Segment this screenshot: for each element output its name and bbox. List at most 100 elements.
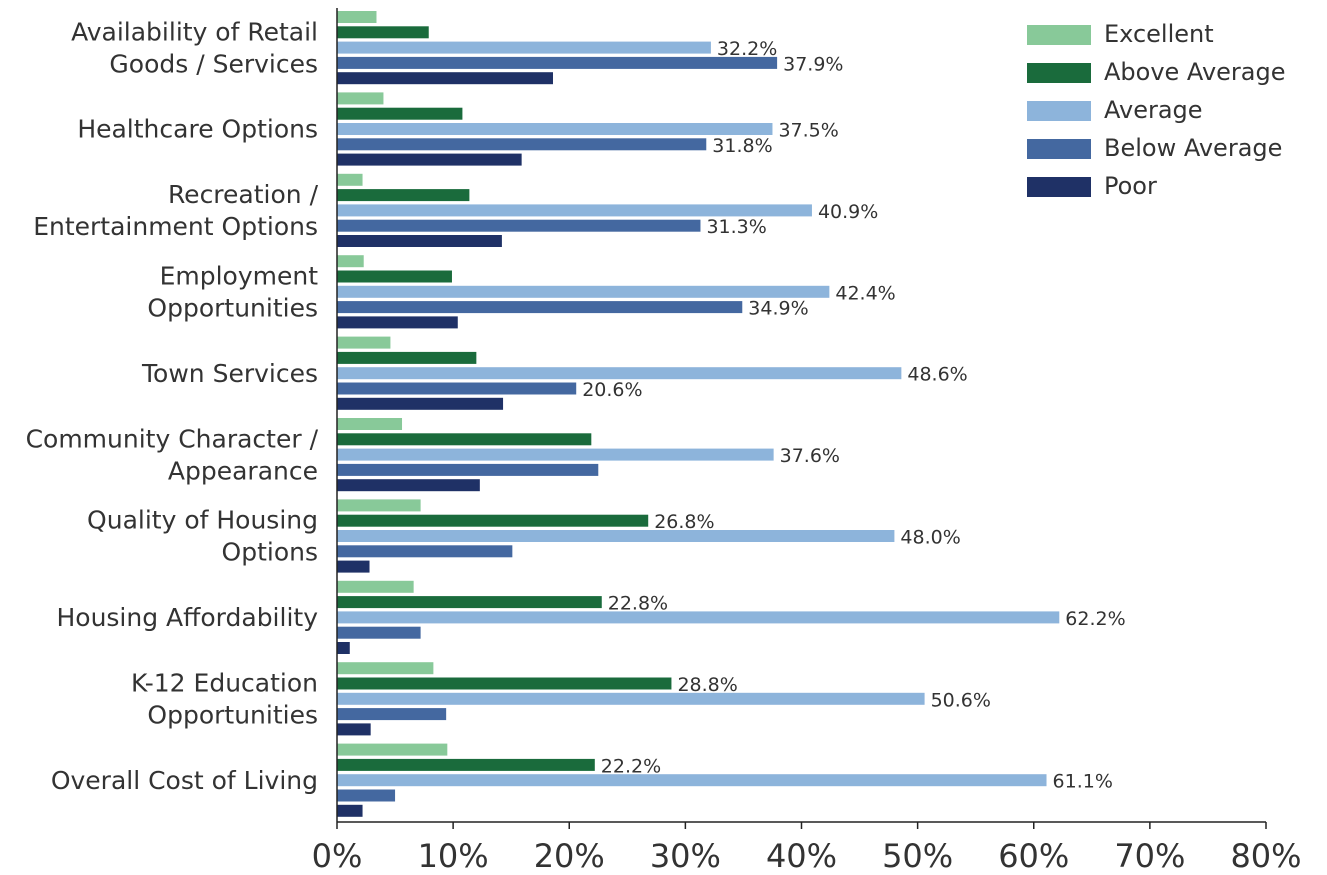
- y-tick-label: Opportunities: [147, 293, 318, 322]
- bar: [337, 626, 421, 639]
- data-label: 61.1%: [1053, 771, 1113, 793]
- data-label: 20.6%: [582, 379, 642, 401]
- x-tick-label: 20%: [534, 837, 605, 875]
- legend-swatch: [1027, 25, 1091, 45]
- y-tick-label: Options: [222, 538, 318, 567]
- bar: [337, 560, 370, 573]
- data-label: 31.3%: [706, 216, 766, 238]
- legend-swatch: [1027, 177, 1091, 197]
- data-label: 22.2%: [601, 755, 661, 777]
- x-tick-label: 0%: [312, 837, 363, 875]
- bar: [337, 255, 364, 268]
- legend-label: Below Average: [1104, 134, 1282, 162]
- bar: [337, 580, 414, 593]
- data-label: 48.0%: [900, 527, 960, 549]
- bar: [337, 596, 602, 609]
- legend-label: Excellent: [1104, 20, 1214, 48]
- bar: [337, 397, 504, 410]
- data-label: 50.6%: [931, 689, 991, 711]
- y-tick-label: Healthcare Options: [77, 115, 318, 144]
- bar: [337, 351, 477, 364]
- y-tick-label: Appearance: [168, 456, 318, 485]
- y-tick-label: Town Services: [141, 359, 318, 388]
- x-tick-label: 40%: [766, 837, 837, 875]
- data-label: 40.9%: [818, 201, 878, 223]
- bar: [337, 270, 452, 283]
- bar: [337, 336, 391, 349]
- bar: [337, 642, 350, 654]
- x-tick-label: 50%: [882, 837, 953, 875]
- y-tick-label: Community Character /: [26, 424, 319, 453]
- bar: [337, 189, 470, 202]
- data-label: 37.6%: [780, 445, 840, 467]
- bar: [337, 418, 403, 430]
- y-tick-label: Housing Affordability: [56, 603, 318, 632]
- bar: [337, 789, 396, 802]
- bar: [337, 301, 743, 314]
- legend-label: Poor: [1104, 172, 1157, 200]
- y-tick-label: Overall Cost of Living: [51, 766, 318, 795]
- legend-swatch: [1027, 101, 1091, 121]
- bar: [337, 708, 447, 721]
- bar: [337, 316, 458, 329]
- x-tick-label: 10%: [418, 837, 489, 875]
- bar: [337, 26, 429, 39]
- bar: [337, 138, 707, 151]
- y-tick-label: Opportunities: [147, 700, 318, 729]
- bar: [337, 219, 701, 232]
- x-tick-label: 80%: [1230, 837, 1301, 875]
- bar: [337, 530, 895, 542]
- bar: [337, 758, 595, 771]
- bar: [337, 662, 434, 675]
- bar: [337, 774, 1047, 787]
- bar: [337, 804, 363, 817]
- bar: [337, 367, 902, 380]
- bar: [337, 173, 363, 186]
- legend-label: Average: [1104, 96, 1203, 124]
- y-tick-label: Recreation /: [168, 180, 319, 209]
- bar: [337, 153, 522, 166]
- bar: [337, 433, 592, 446]
- y-tick-label: Entertainment Options: [33, 212, 318, 241]
- data-label: 22.8%: [608, 593, 668, 615]
- x-tick-label: 30%: [650, 837, 721, 875]
- bar: [337, 11, 377, 23]
- bar: [337, 611, 1060, 624]
- data-label: 62.2%: [1065, 608, 1125, 630]
- bar: [337, 72, 553, 85]
- data-label: 48.6%: [907, 364, 967, 386]
- bar: [337, 41, 711, 54]
- bar: [337, 285, 830, 298]
- data-label: 37.9%: [783, 53, 843, 75]
- data-label: 28.8%: [677, 674, 737, 696]
- data-label: 42.4%: [835, 282, 895, 304]
- y-tick-label: Availability of Retail: [71, 17, 318, 46]
- y-tick-label: Quality of Housing: [87, 506, 318, 535]
- bar: [337, 204, 812, 217]
- bar: [337, 692, 925, 705]
- y-tick-label: Employment: [160, 261, 319, 290]
- data-label: 37.5%: [778, 120, 838, 142]
- legend-swatch: [1027, 139, 1091, 159]
- bar: [337, 743, 448, 756]
- x-tick-label: 60%: [998, 837, 1069, 875]
- data-label: 31.8%: [712, 135, 772, 157]
- bar: [337, 448, 774, 461]
- bar: [337, 235, 502, 247]
- legend-swatch: [1027, 63, 1091, 83]
- bar: [337, 463, 599, 476]
- data-label: 34.9%: [748, 298, 808, 320]
- bar: [337, 479, 480, 492]
- bar: [337, 56, 778, 69]
- bar: [337, 123, 773, 135]
- bar: [337, 92, 384, 105]
- legend-label: Above Average: [1104, 58, 1286, 86]
- bar: [337, 677, 672, 690]
- bar: [337, 107, 463, 120]
- bar: [337, 382, 577, 395]
- bar: [337, 723, 371, 736]
- data-label: 26.8%: [654, 511, 714, 533]
- y-tick-label: K-12 Education: [131, 668, 318, 697]
- bar: [337, 545, 513, 558]
